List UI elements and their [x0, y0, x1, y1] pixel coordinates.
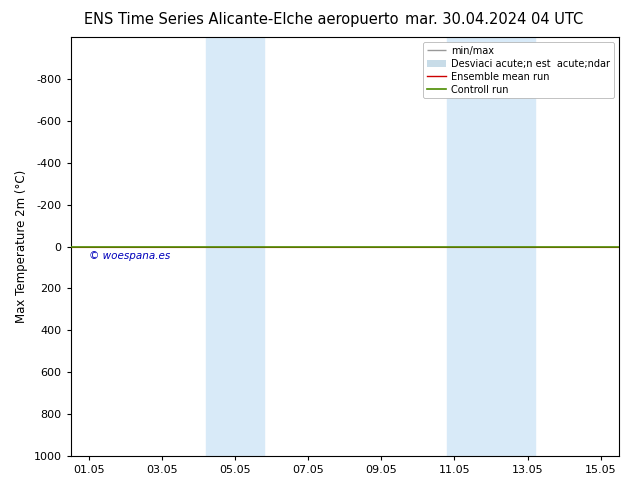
Text: ENS Time Series Alicante-Elche aeropuerto: ENS Time Series Alicante-Elche aeropuert…: [84, 12, 398, 27]
Y-axis label: Max Temperature 2m (°C): Max Temperature 2m (°C): [15, 170, 28, 323]
Bar: [206, 37, 264, 456]
Bar: [447, 37, 535, 456]
Legend: min/max, Desviaci acute;n est  acute;ndar, Ensemble mean run, Controll run: min/max, Desviaci acute;n est acute;ndar…: [423, 42, 614, 98]
Text: mar. 30.04.2024 04 UTC: mar. 30.04.2024 04 UTC: [405, 12, 584, 27]
Text: © woespana.es: © woespana.es: [89, 251, 170, 261]
